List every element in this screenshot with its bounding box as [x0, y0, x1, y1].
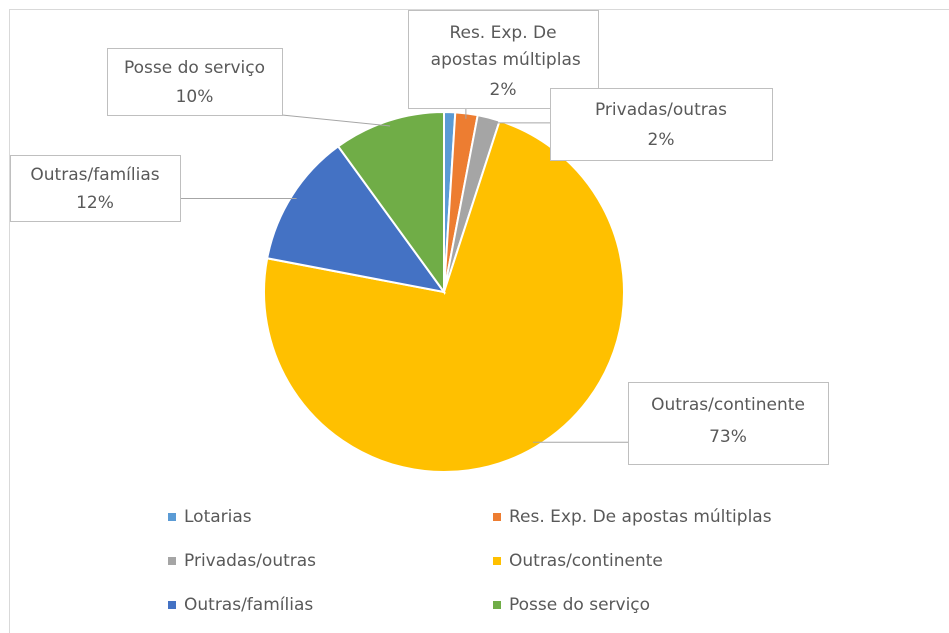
label-box — [107, 48, 283, 116]
legend-label: Outras/famílias — [184, 595, 313, 615]
legend-swatch — [493, 557, 501, 565]
data-label-value: 73% — [709, 427, 747, 447]
data-label-category: Res. Exp. De apostas múltiplas — [425, 23, 581, 70]
label-box — [550, 88, 773, 161]
data-label-category: Outras/continente — [651, 395, 805, 415]
pie-slice — [336, 110, 445, 296]
label-box — [10, 155, 181, 222]
data-label-value: 2% — [648, 130, 675, 150]
leader-line — [281, 114, 391, 127]
pie-slice — [263, 119, 625, 473]
data-label-value: 10% — [176, 87, 214, 107]
data-label-value: 2% — [490, 80, 517, 100]
legend-label: Outras/continente — [509, 551, 663, 571]
legend-label: Res. Exp. De apostas múltiplas — [509, 507, 772, 527]
legend-swatch — [493, 513, 501, 521]
legend-swatch — [168, 513, 176, 521]
data-label-category: Privadas/outras — [595, 100, 727, 120]
data-label-value: 12% — [76, 193, 114, 213]
legend-swatch — [168, 557, 176, 565]
data-label-category: Outras/famílias — [30, 165, 159, 185]
legend-label: Lotarias — [184, 507, 252, 527]
data-label-category: Posse do serviço — [124, 58, 265, 78]
label-box — [628, 382, 829, 465]
legend-swatch — [168, 601, 176, 609]
legend-swatch — [493, 601, 501, 609]
pie-slice — [266, 144, 447, 294]
legend-label: Posse do serviço — [509, 595, 650, 615]
legend-label: Privadas/outras — [184, 551, 316, 571]
